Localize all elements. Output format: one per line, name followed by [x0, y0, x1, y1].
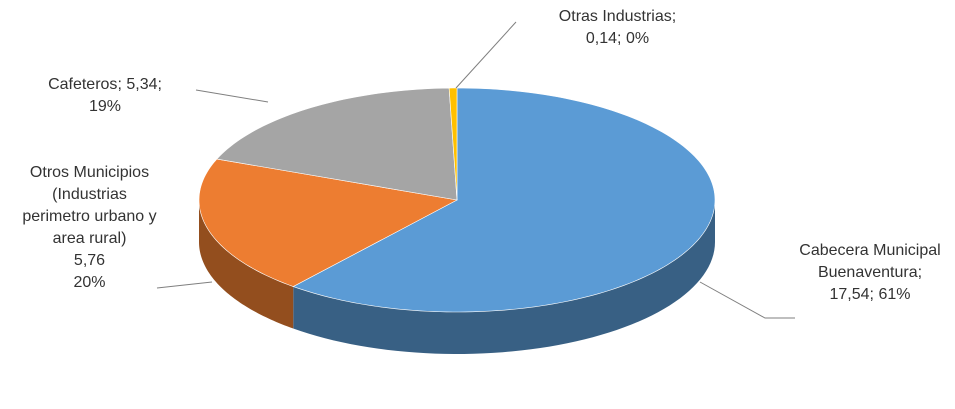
slice-side [293, 200, 715, 354]
label-part: 17,54 [829, 286, 870, 303]
slice [292, 87, 716, 313]
data-label: Otros Municipios (Industrias perimetro u… [22, 162, 157, 294]
data-label: Cabecera Municipal Buenaventura; 17,54; 6… [790, 240, 950, 306]
data-label: Cafeteros; 5,34; 19% [10, 74, 200, 118]
label-part: Otras Industrias [558, 8, 672, 25]
label-part: 0% [625, 30, 650, 47]
label-part: ; [117, 76, 122, 93]
label-part: 19% [88, 98, 122, 115]
data-label: Otras Industrias; 0,14; 0% [510, 6, 725, 50]
label-part: ; [617, 30, 622, 47]
slice [216, 87, 458, 201]
label-part: Cafeteros [48, 76, 118, 93]
leader-line [156, 281, 213, 289]
label-part: 5,34 [126, 76, 158, 93]
leader-line [455, 21, 517, 89]
label-part: 61% [878, 286, 911, 303]
label-part: 20% [73, 274, 106, 291]
slice [198, 158, 458, 287]
label-part: 5,76 [73, 252, 106, 269]
slice-side [199, 200, 294, 329]
label-part: Otros Municipios (Industrias perimetro u… [22, 164, 157, 247]
label-part: ; [671, 8, 677, 25]
leader-line [699, 281, 795, 319]
label-part: 0,14 [585, 30, 618, 47]
label-part: ; [917, 264, 923, 281]
leader-line [195, 89, 269, 103]
label-part: ; [869, 286, 874, 303]
slice [448, 87, 458, 201]
label-part: Cabecera Municipal Buenaventura [799, 242, 941, 281]
label-part: ; [157, 76, 162, 93]
